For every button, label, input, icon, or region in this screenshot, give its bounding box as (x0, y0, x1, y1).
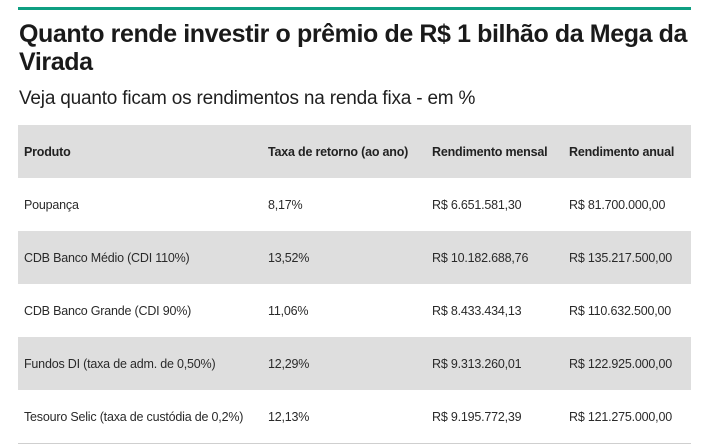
returns-table: Produto Taxa de retorno (ao ano) Rendime… (18, 125, 691, 443)
table-row: Tesouro Selic (taxa de custódia de 0,2%)… (18, 390, 691, 443)
table-header-row: Produto Taxa de retorno (ao ano) Rendime… (18, 125, 691, 178)
monthly-yield-cell: R$ 10.182.688,76 (432, 250, 529, 265)
table-bottom-rule (18, 443, 691, 444)
column-header-taxa-de-retorno[interactable]: Taxa de retorno (ao ano) (268, 144, 409, 159)
annual-yield-cell: R$ 135.217.500,00 (569, 250, 672, 265)
product-cell: CDB Banco Médio (CDI 110%) (24, 250, 190, 265)
annual-yield-cell: R$ 122.925.000,00 (569, 356, 672, 371)
monthly-yield-cell: R$ 9.313.260,01 (432, 356, 522, 371)
rate-cell: 13,52% (268, 250, 310, 265)
annual-yield-cell: R$ 81.700.000,00 (569, 197, 666, 212)
column-header-rendimento-anual[interactable]: Rendimento anual (569, 144, 675, 159)
product-cell: CDB Banco Grande (CDI 90%) (24, 303, 192, 318)
table-row: CDB Banco Grande (CDI 90%) 11,06% R$ 8.4… (18, 284, 691, 337)
product-cell: Poupança (24, 197, 79, 212)
monthly-yield-cell: R$ 9.195.772,39 (432, 409, 522, 424)
column-header-produto[interactable]: Produto (24, 144, 71, 159)
table-row: Fundos DI (taxa de adm. de 0,50%) 12,29%… (18, 337, 691, 390)
rate-cell: 8,17% (268, 197, 303, 212)
product-cell: Fundos DI (taxa de adm. de 0,50%) (24, 356, 216, 371)
column-header-rendimento-mensal[interactable]: Rendimento mensal (432, 144, 548, 159)
monthly-yield-cell: R$ 8.433.434,13 (432, 303, 522, 318)
page-subtitle: Veja quanto ficam os rendimentos na rend… (19, 88, 476, 109)
annual-yield-cell: R$ 121.275.000,00 (569, 409, 672, 424)
rate-cell: 11,06% (268, 303, 309, 318)
accent-bar (18, 7, 691, 10)
product-cell: Tesouro Selic (taxa de custódia de 0,2%) (24, 409, 244, 424)
annual-yield-cell: R$ 110.632.500,00 (569, 303, 672, 318)
rate-cell: 12,29% (268, 356, 310, 371)
table-row: Poupança 8,17% R$ 6.651.581,30 R$ 81.700… (18, 178, 691, 231)
monthly-yield-cell: R$ 6.651.581,30 (432, 197, 522, 212)
rate-cell: 12,13% (268, 409, 310, 424)
table-row: CDB Banco Médio (CDI 110%) 13,52% R$ 10.… (18, 231, 691, 284)
page-title: Quanto rende investir o prêmio de R$ 1 b… (19, 20, 688, 76)
